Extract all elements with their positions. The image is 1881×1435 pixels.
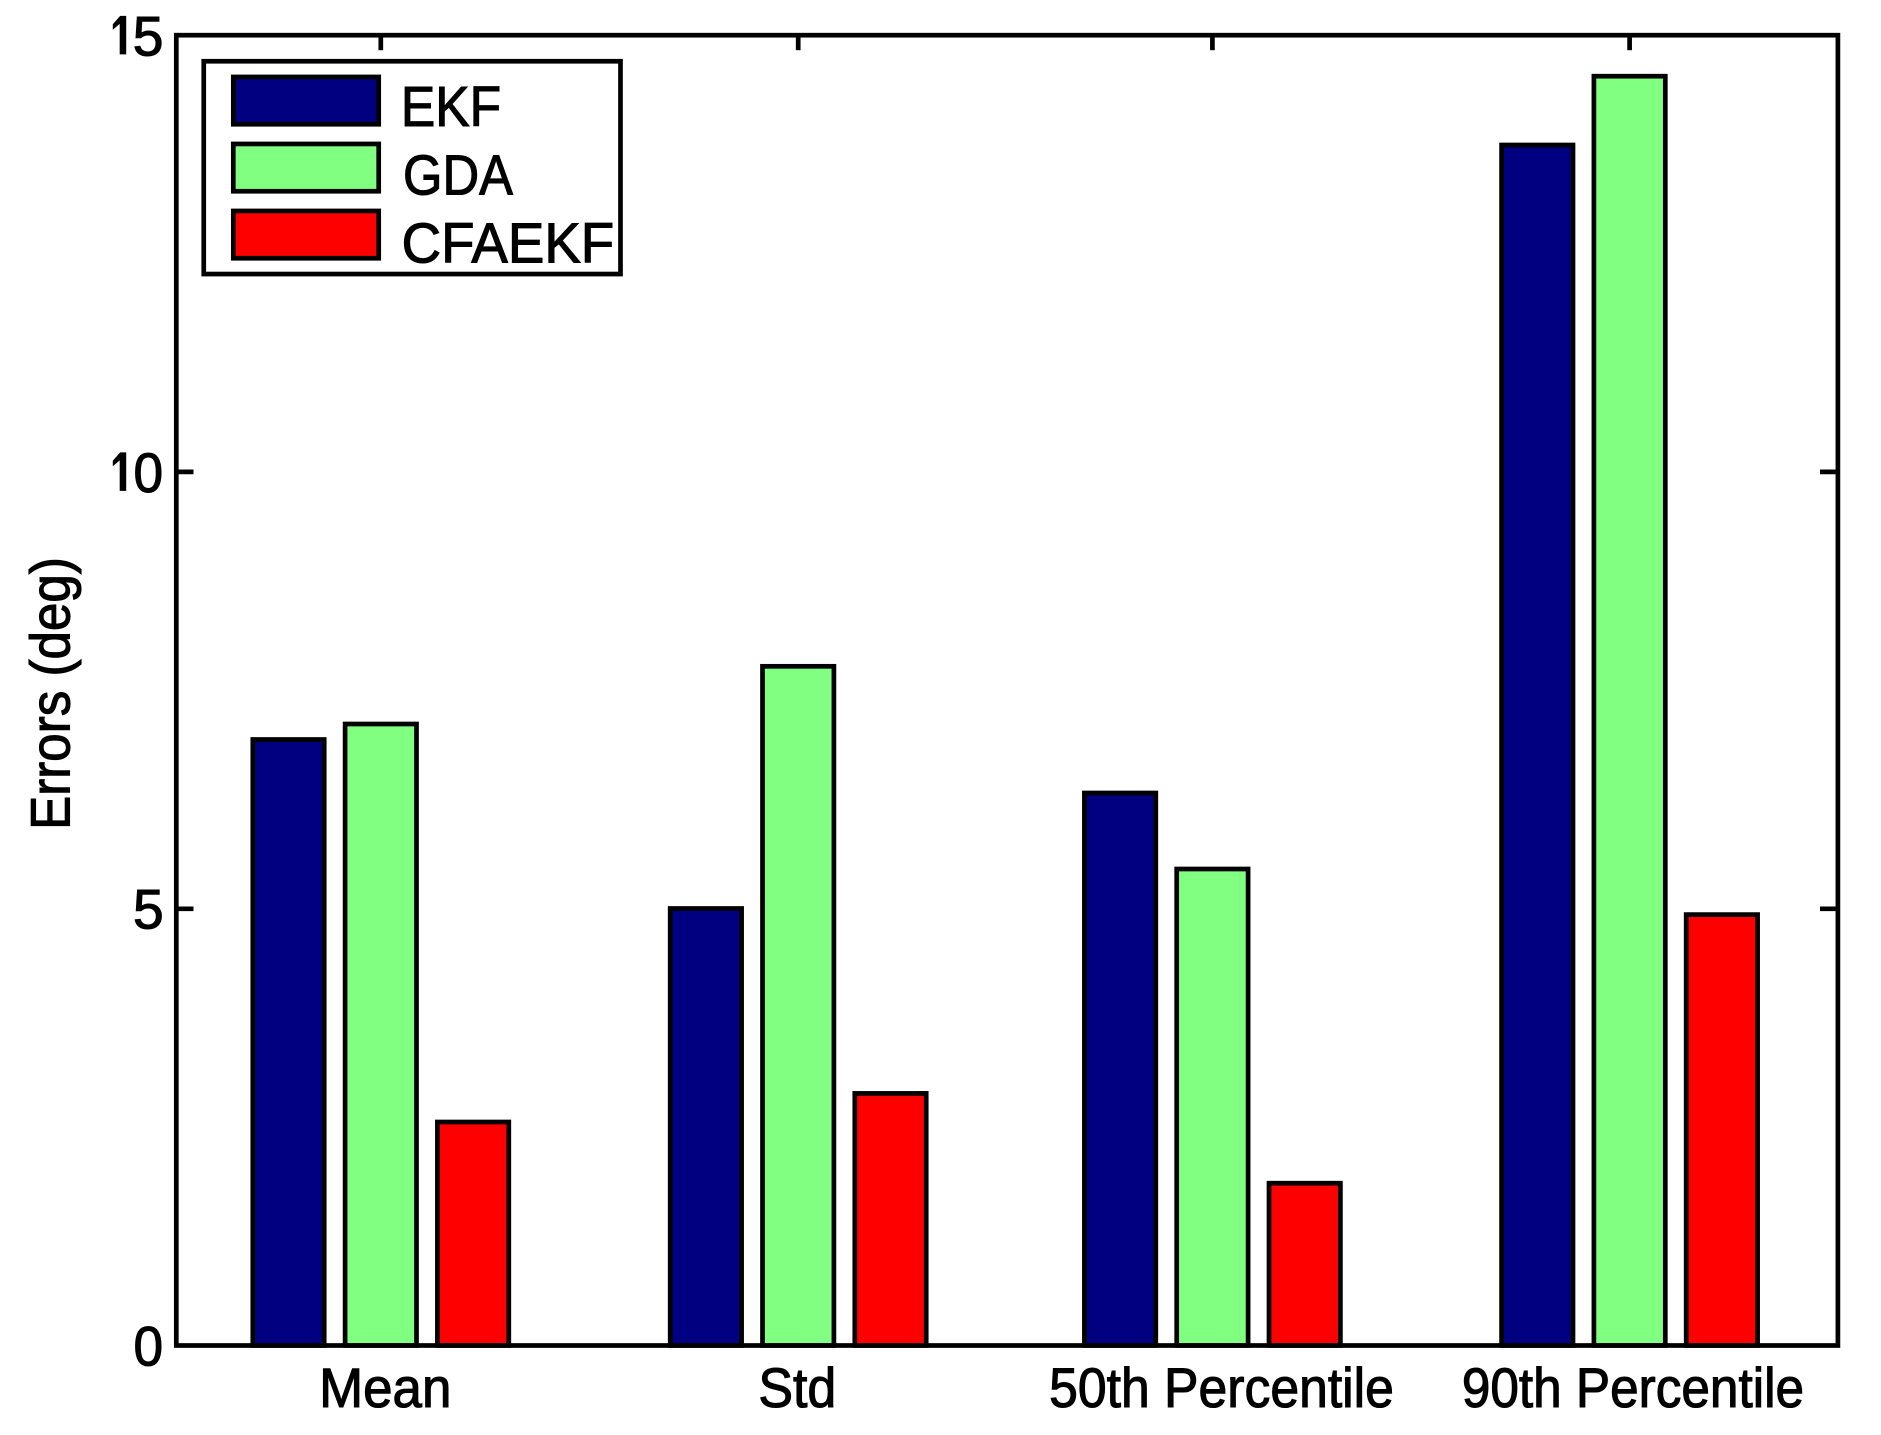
svg-text:5: 5 [133, 4, 164, 67]
svg-text:0: 0 [134, 441, 164, 504]
svg-text:Errors (deg): Errors (deg) [19, 557, 82, 830]
svg-text:5: 5 [133, 878, 164, 941]
svg-text:Std: Std [758, 1356, 836, 1419]
svg-text:Mean: Mean [319, 1356, 451, 1419]
svg-text:50th Percentile: 50th Percentile [1049, 1356, 1394, 1419]
svg-text:EKF: EKF [401, 75, 501, 139]
svg-text:0: 0 [134, 1314, 164, 1377]
svg-text:GDA: GDA [403, 144, 513, 208]
svg-text:90th Percentile: 90th Percentile [1462, 1356, 1804, 1419]
svg-text:CFAEKF: CFAEKF [402, 211, 615, 275]
